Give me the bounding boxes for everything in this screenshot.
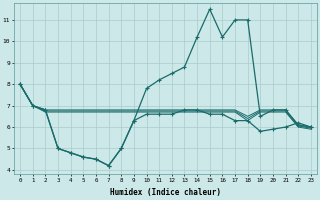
X-axis label: Humidex (Indice chaleur): Humidex (Indice chaleur): [110, 188, 221, 197]
